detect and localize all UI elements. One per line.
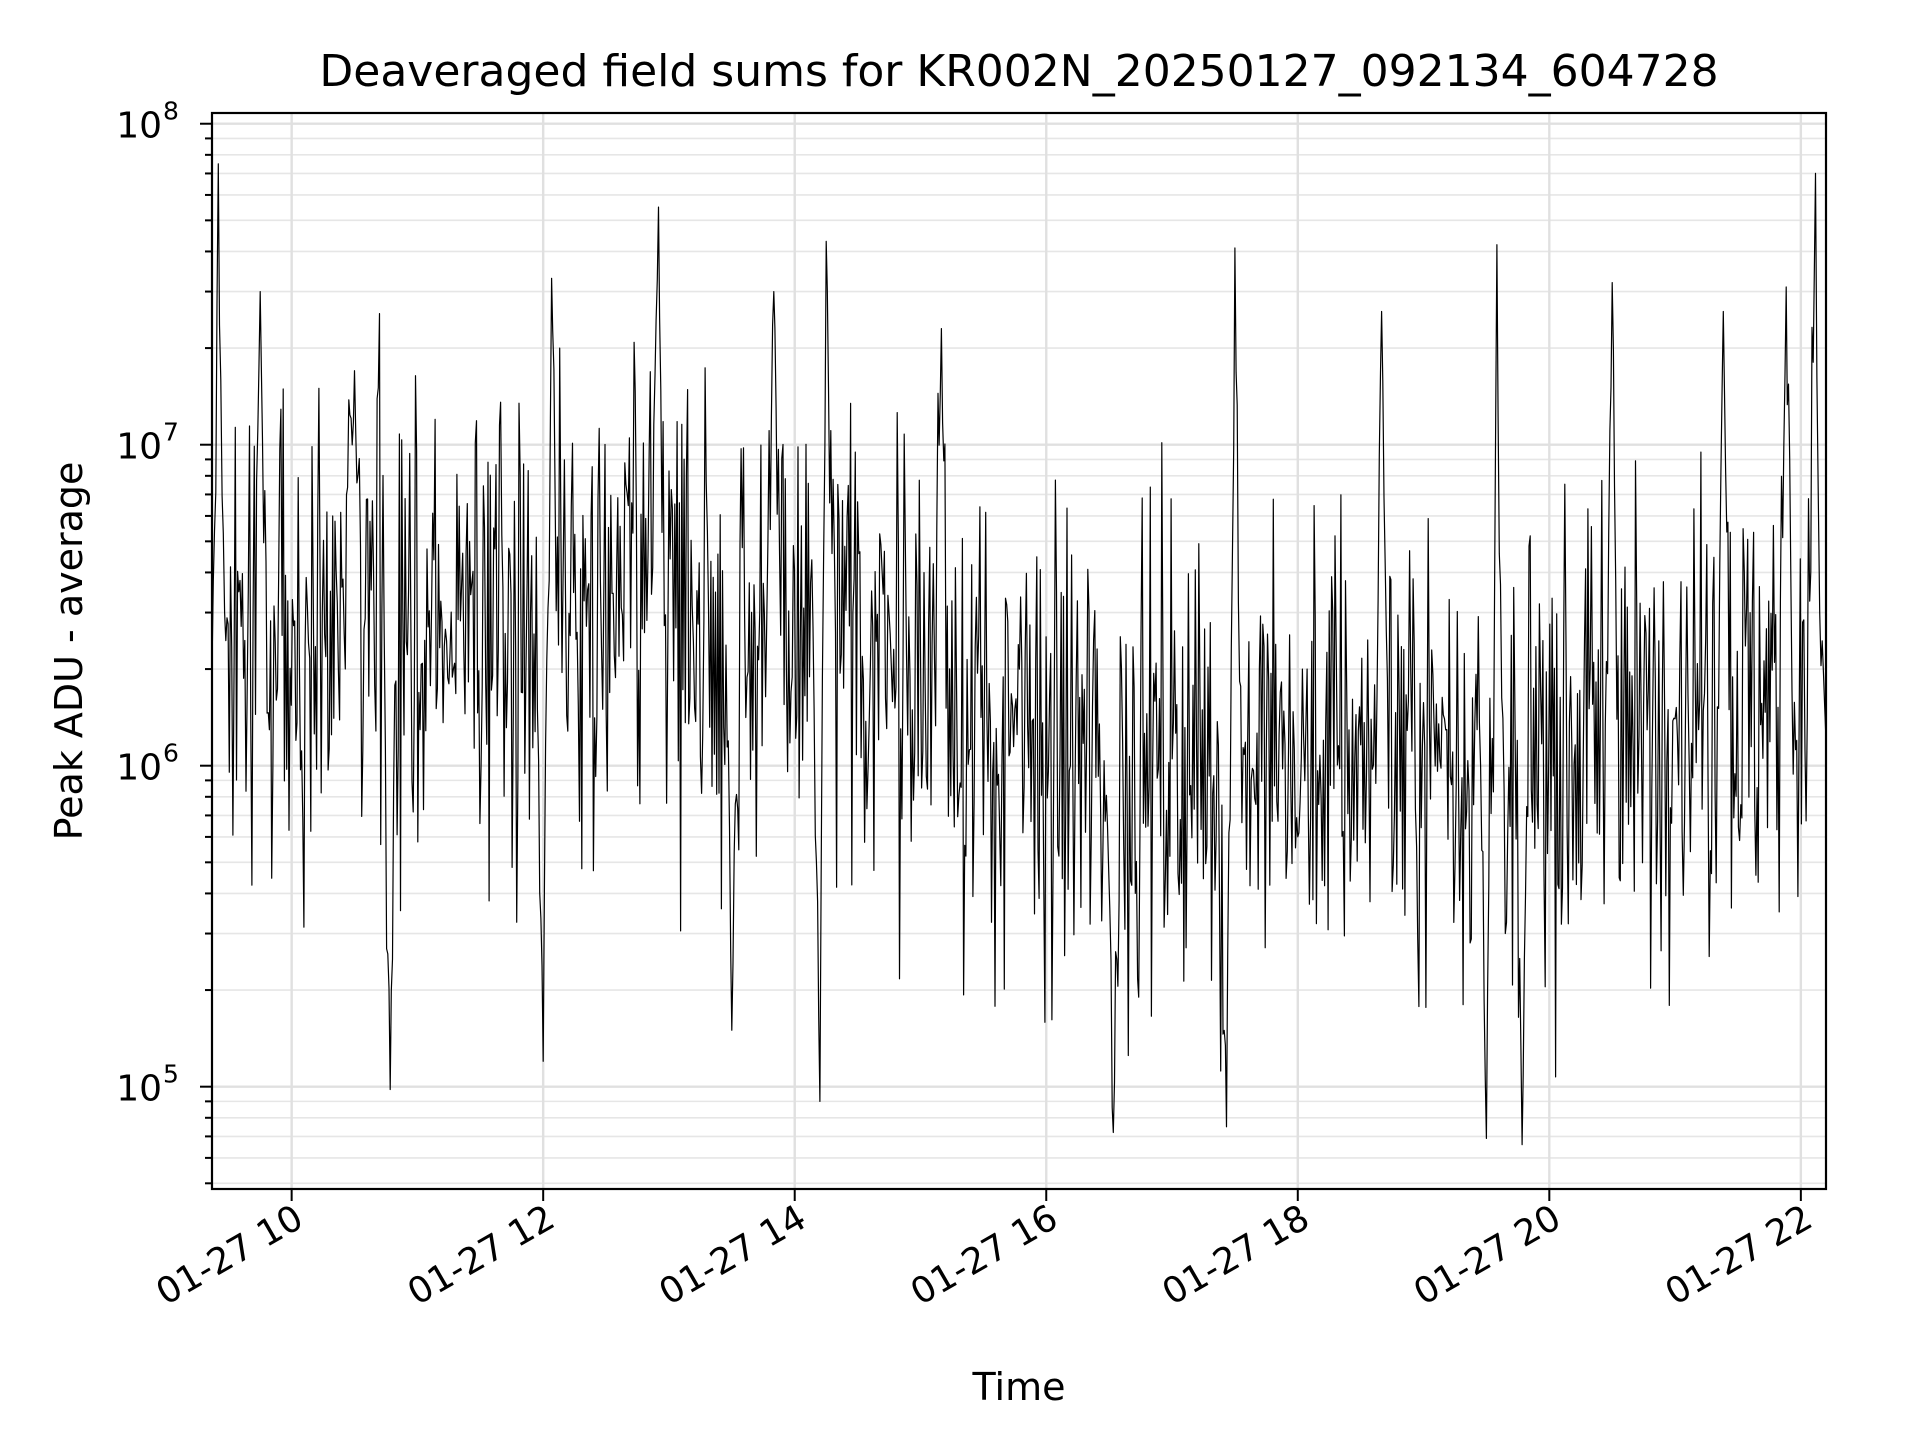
y-tick-label: 10 6 <box>116 739 179 789</box>
y-tick-label: 10 5 <box>116 1060 179 1110</box>
tick-marks <box>200 122 1802 1201</box>
x-tick-labels: 01-27 10 01-27 12 01-27 14 01-27 16 01-27 18… <box>149 1197 1819 1313</box>
series-layer <box>211 163 1827 1146</box>
y-tick-label: 10 7 <box>116 418 179 468</box>
x-tick-label: 01-27 20 <box>1407 1197 1568 1313</box>
plot-frame <box>210 111 1828 1191</box>
x-tick-label: 01-27 12 <box>401 1197 562 1313</box>
y-tick-base: 10 <box>116 427 162 468</box>
chart-title: Deaveraged field sums for KR002N_2025012… <box>319 46 1718 97</box>
y-tick-base: 10 <box>116 748 162 789</box>
y-tick-label: 10 8 <box>116 97 179 147</box>
y-tick-exponent: 6 <box>163 739 179 768</box>
y-tick-exponent: 7 <box>163 418 179 447</box>
y-tick-base: 10 <box>116 106 162 147</box>
x-tick-label: 01-27 16 <box>904 1197 1065 1313</box>
x-tick-label: 01-27 18 <box>1156 1197 1317 1313</box>
y-axis-label: Peak ADU - average <box>47 462 91 841</box>
x-tick-label: 01-27 22 <box>1659 1197 1820 1313</box>
y-tick-exponent: 8 <box>163 97 179 126</box>
y-tick-exponent: 5 <box>163 1060 179 1089</box>
y-tick-base: 10 <box>116 1069 162 1110</box>
series-line-0 <box>211 163 1827 1146</box>
x-axis-label: Time <box>972 1365 1066 1409</box>
x-tick-label: 01-27 10 <box>149 1197 310 1313</box>
x-tick-label: 01-27 14 <box>653 1197 814 1313</box>
